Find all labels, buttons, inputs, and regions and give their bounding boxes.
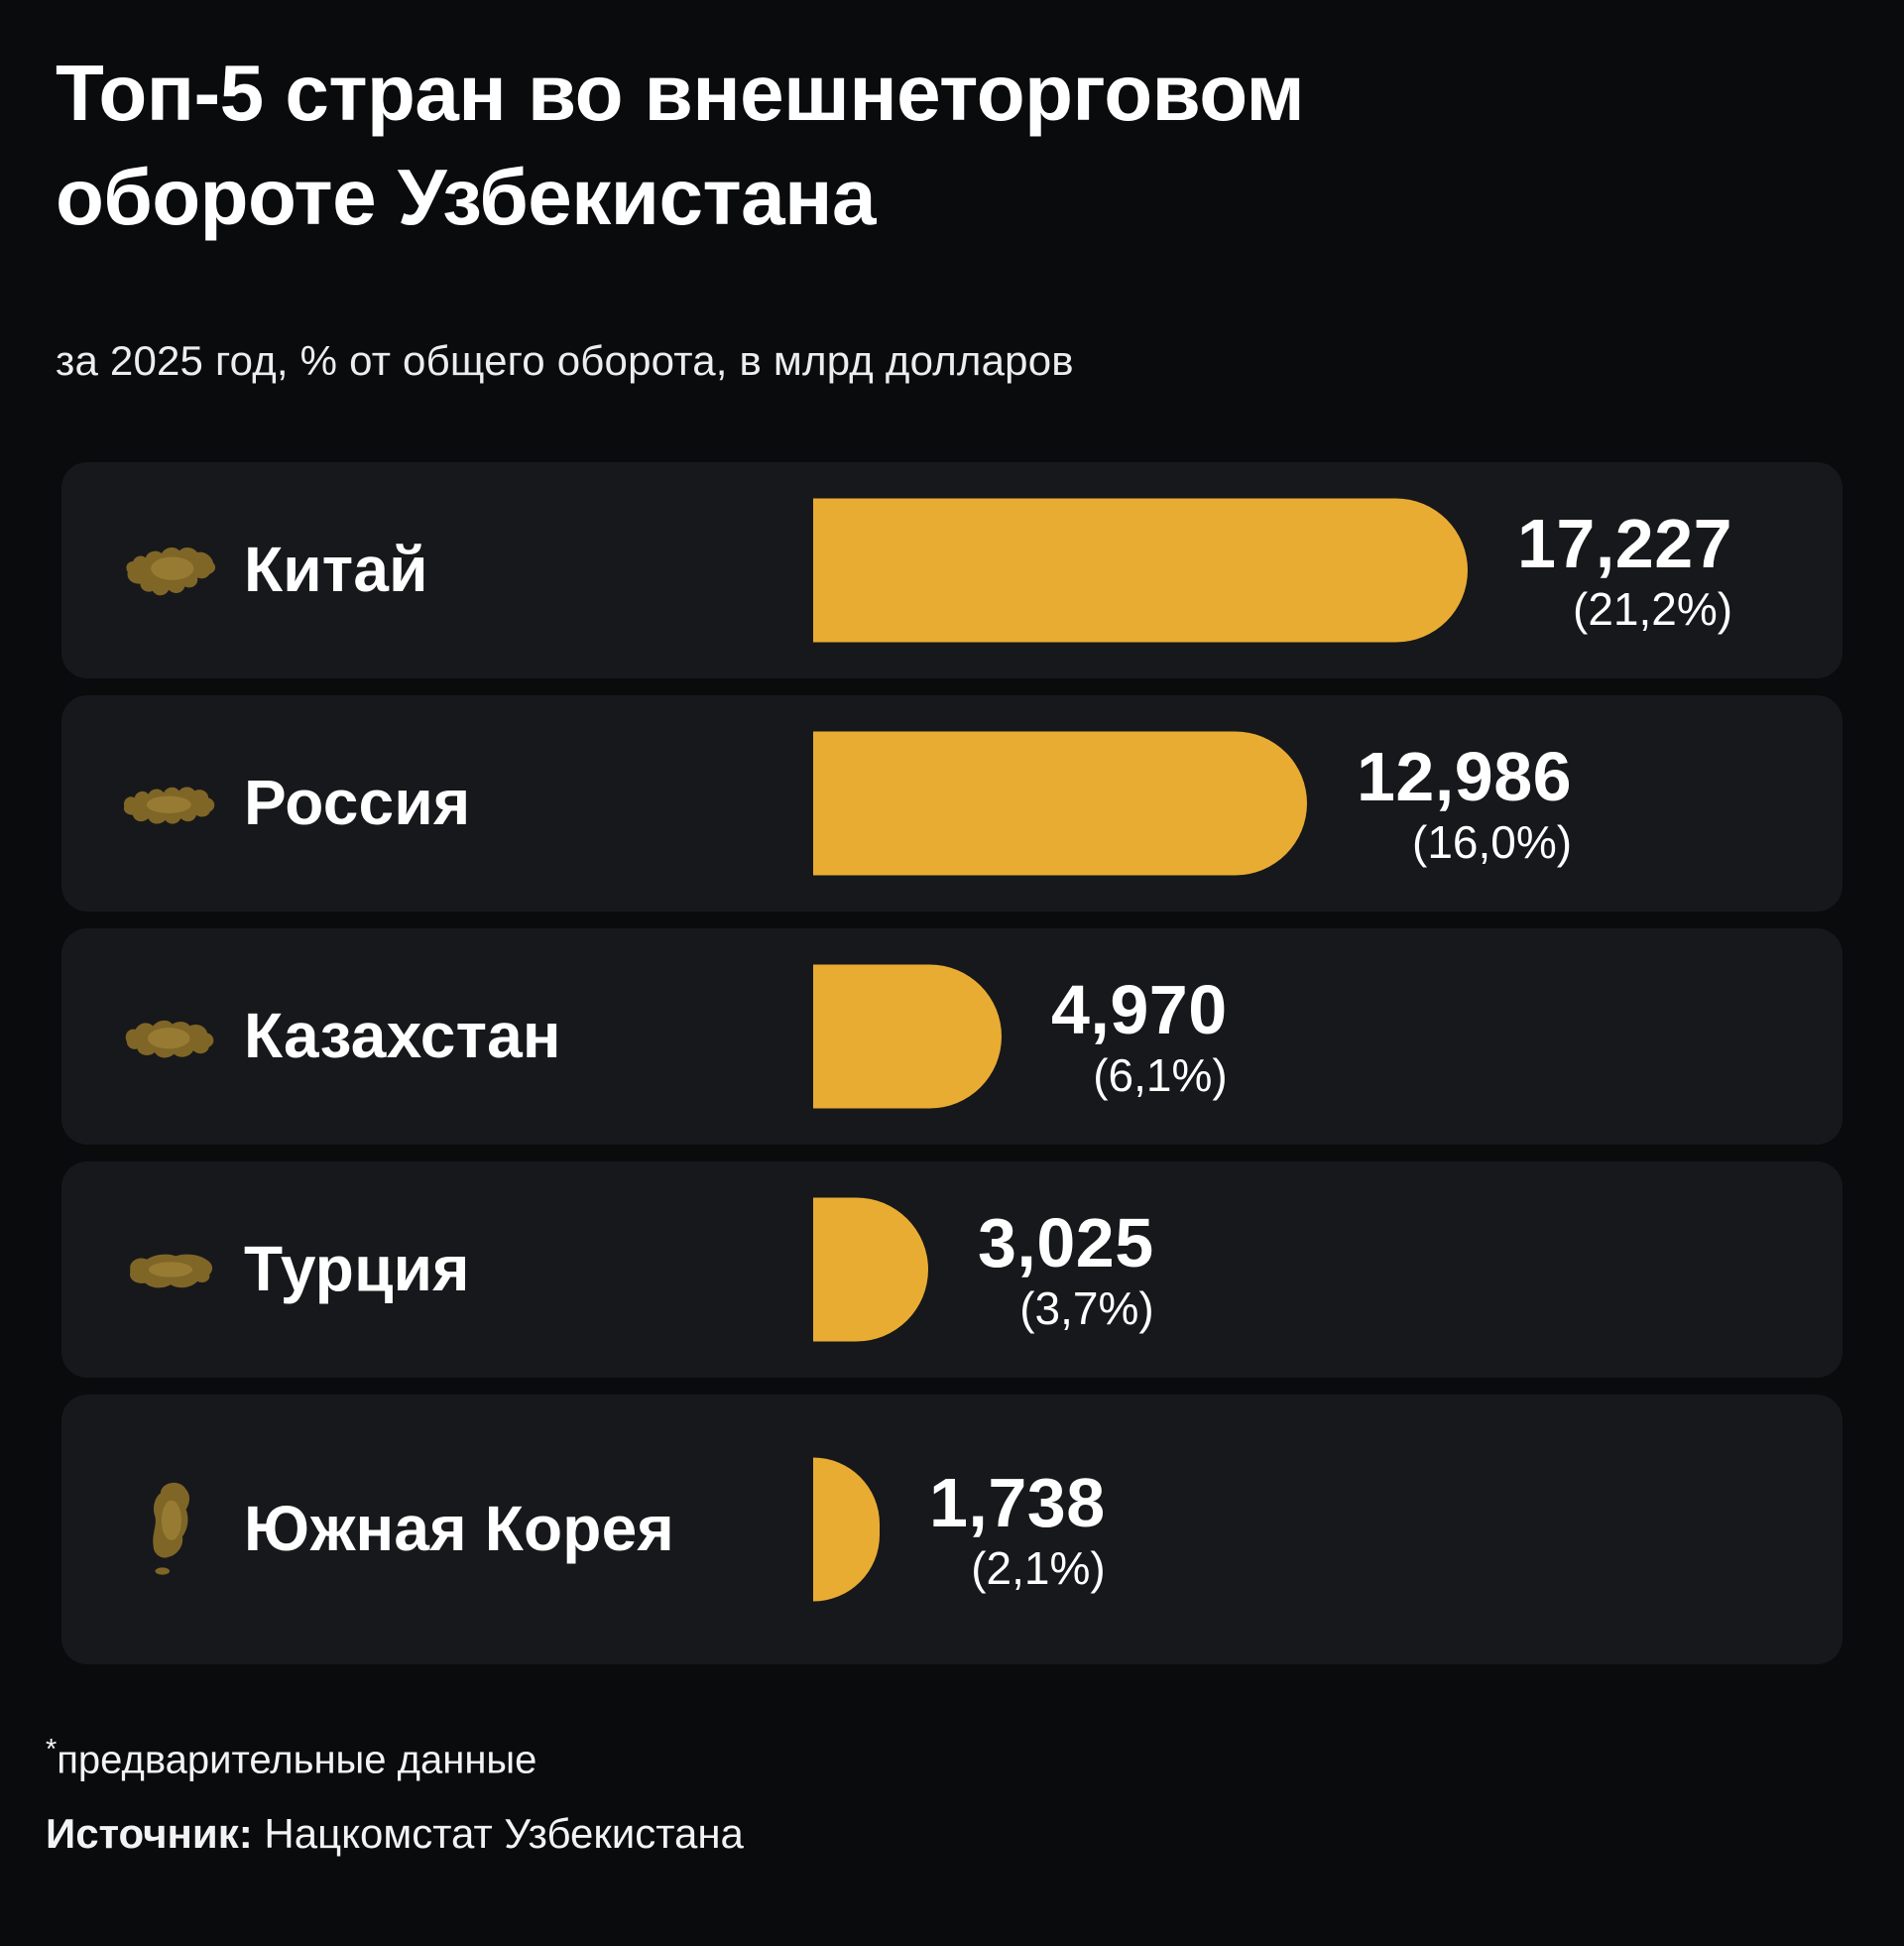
value-bar: [813, 1197, 928, 1342]
country-label: Китай: [244, 533, 428, 605]
source-label: Источник:: [46, 1809, 253, 1857]
value-label: 4,970: [1051, 970, 1228, 1048]
value-bar: [813, 1457, 880, 1602]
value-bar: [813, 731, 1307, 876]
chart-subtitle: за 2025 год, % от общего оборота, в млрд…: [56, 336, 1074, 384]
title-line-1: Топ-5 стран во внешнеторговом: [56, 49, 1305, 137]
russia-map-icon: [103, 775, 238, 832]
asterisk-mark: *: [46, 1733, 58, 1765]
value-bar: [813, 964, 1002, 1109]
value-bar: [813, 498, 1468, 643]
value-label: 1,738: [929, 1463, 1106, 1541]
china-map-icon: [103, 535, 238, 606]
percent-label: (21,2%): [1573, 582, 1733, 635]
value-label: 12,986: [1357, 737, 1573, 815]
percent-label: (6,1%): [1093, 1048, 1228, 1101]
source-line: Источник: Нацкомстат Узбекистана: [46, 1810, 1858, 1858]
source-value: Нацкомстат Узбекистана: [264, 1809, 744, 1857]
row-turkey: Турция 3,025 (3,7%): [61, 1160, 1843, 1378]
note-text: предварительные данные: [57, 1737, 537, 1781]
percent-label: (16,0%): [1412, 815, 1573, 868]
country-label: Турция: [244, 1232, 470, 1304]
value-block: 12,986 (16,0%): [1357, 742, 1572, 865]
value-label: 3,025: [978, 1203, 1154, 1281]
footer: *предварительные данные Источник: Нацком…: [46, 1734, 1858, 1858]
south-korea-map-icon: [103, 1471, 238, 1588]
value-block: 1,738 (2,1%): [929, 1468, 1106, 1591]
value-label: 17,227: [1517, 504, 1733, 582]
preliminary-data-note: *предварительные данные: [46, 1734, 1858, 1782]
bar-chart: Китай 17,227 (21,2%) Россия 12,986 (16,0…: [0, 461, 1904, 1664]
kazakhstan-map-icon: [103, 1005, 238, 1068]
row-south-korea: Южная Корея 1,738 (2,1%): [61, 1394, 1843, 1664]
value-block: 17,227 (21,2%): [1517, 509, 1732, 632]
country-label: Казахстан: [244, 999, 561, 1071]
percent-label: (3,7%): [1019, 1281, 1154, 1334]
row-kazakhstan: Казахстан 4,970 (6,1%): [61, 927, 1843, 1145]
title-line-2: обороте Узбекистана: [56, 152, 876, 241]
page-title: Топ-5 стран во внешнеторговом обороте Уз…: [56, 42, 1662, 250]
country-label: Россия: [244, 766, 471, 838]
value-block: 3,025 (3,7%): [978, 1208, 1154, 1331]
percent-label: (2,1%): [971, 1541, 1106, 1594]
country-label: Южная Корея: [244, 1492, 674, 1564]
value-block: 4,970 (6,1%): [1051, 975, 1228, 1098]
row-russia: Россия 12,986 (16,0%): [61, 694, 1843, 912]
turkey-map-icon: [103, 1246, 238, 1293]
row-china: Китай 17,227 (21,2%): [61, 461, 1843, 678]
